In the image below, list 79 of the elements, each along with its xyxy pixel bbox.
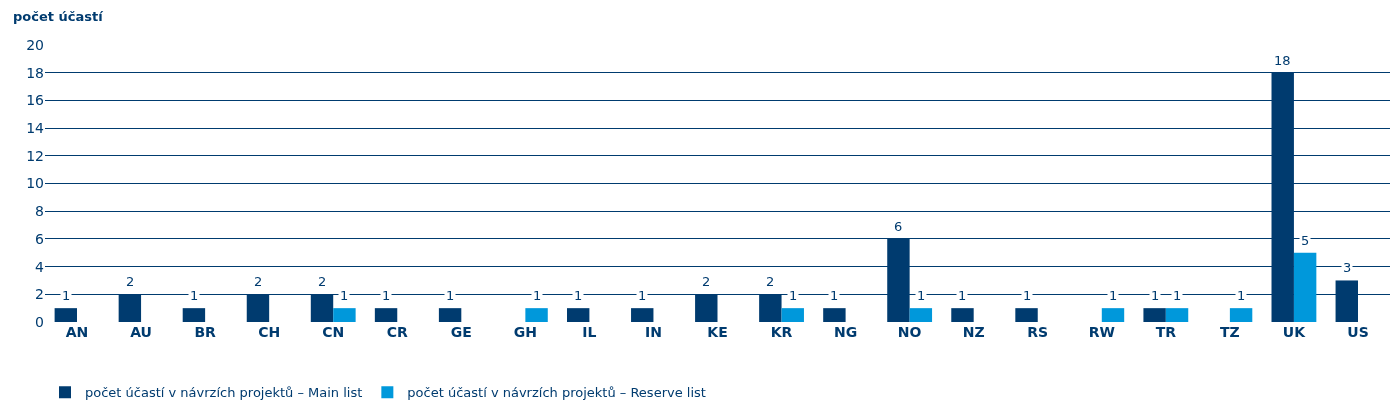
x-tick-label: NG bbox=[833, 324, 858, 340]
bar bbox=[438, 308, 462, 322]
x-tick-label: UK bbox=[1282, 324, 1307, 340]
data-label: 1 bbox=[789, 288, 798, 303]
x-tick-label: RW bbox=[1088, 324, 1115, 340]
x-tick-label: IL bbox=[582, 324, 597, 340]
x-tick-label: CH bbox=[258, 324, 281, 340]
data-label: 1 bbox=[574, 288, 583, 303]
x-tick-label: AN bbox=[65, 324, 89, 340]
x-tick-label: KR bbox=[770, 324, 793, 340]
x-tick-label: IN bbox=[644, 324, 662, 340]
bar bbox=[1101, 308, 1125, 322]
bar bbox=[333, 308, 356, 322]
x-tick-label: KE bbox=[707, 324, 728, 340]
x-tick-label: NZ bbox=[962, 324, 985, 340]
bar bbox=[781, 308, 804, 322]
bar bbox=[823, 308, 846, 322]
x-tick-label: GH bbox=[513, 324, 537, 340]
bar bbox=[1165, 308, 1189, 322]
data-label: 6 bbox=[894, 219, 903, 234]
x-tick-label: CN bbox=[322, 324, 345, 340]
y-axis-title: počet účastí bbox=[13, 9, 105, 24]
x-tick-label: TR bbox=[1155, 324, 1177, 340]
x-tick-label: BR bbox=[194, 324, 217, 340]
data-label: 1 bbox=[446, 288, 455, 303]
bar bbox=[54, 308, 78, 322]
y-tick-label: 18 bbox=[26, 64, 44, 81]
bar bbox=[1143, 308, 1166, 322]
x-tick-label: NO bbox=[897, 324, 922, 340]
y-tick-label: 16 bbox=[26, 92, 45, 109]
bar bbox=[1229, 308, 1253, 322]
data-label: 2 bbox=[126, 274, 135, 289]
bar bbox=[951, 308, 974, 322]
data-label: 1 bbox=[958, 288, 967, 303]
bar bbox=[909, 308, 933, 322]
legend-label: počet účastí v návrzích projektů – Reserve list bbox=[407, 385, 706, 401]
bar bbox=[1293, 252, 1317, 322]
data-label: 18 bbox=[1274, 53, 1291, 68]
data-label: 1 bbox=[62, 288, 71, 303]
data-label: 3 bbox=[1343, 260, 1352, 275]
bar bbox=[182, 308, 206, 322]
x-tick-label: US bbox=[1347, 324, 1369, 340]
bar bbox=[525, 308, 548, 322]
y-tick-label: 20 bbox=[26, 36, 44, 53]
x-tick-label: AU bbox=[130, 324, 152, 340]
data-label: 5 bbox=[1301, 233, 1310, 248]
x-tick-label: GE bbox=[450, 324, 472, 340]
y-tick-label: 10 bbox=[26, 175, 44, 192]
data-label: 2 bbox=[318, 274, 327, 289]
data-label: 1 bbox=[830, 288, 839, 303]
legend-label: počet účastí v návrzích projektů – Main list bbox=[85, 385, 363, 401]
data-label: 1 bbox=[533, 288, 542, 303]
x-tick-label: TZ bbox=[1220, 324, 1240, 340]
data-label: 2 bbox=[254, 274, 263, 289]
y-tick-label: 0 bbox=[35, 313, 44, 330]
bar bbox=[374, 308, 398, 322]
data-label: 1 bbox=[1109, 288, 1118, 303]
bar bbox=[631, 308, 654, 322]
data-label: 1 bbox=[1151, 288, 1160, 303]
y-tick-label: 14 bbox=[26, 120, 45, 136]
data-label: 1 bbox=[1173, 288, 1182, 303]
data-label: 2 bbox=[702, 274, 711, 289]
y-tick-label: 4 bbox=[35, 258, 45, 275]
x-tick-label: CR bbox=[386, 324, 408, 340]
data-label: 1 bbox=[382, 288, 391, 303]
y-tick-label: 2 bbox=[35, 286, 44, 303]
y-tick-label: 8 bbox=[35, 203, 44, 220]
y-tick-label: 6 bbox=[35, 230, 45, 247]
data-label: 1 bbox=[917, 288, 926, 303]
x-tick-label: RS bbox=[1027, 324, 1049, 340]
data-label: 1 bbox=[1023, 288, 1032, 303]
data-label: 1 bbox=[1237, 288, 1246, 303]
y-tick-label: 12 bbox=[26, 147, 44, 164]
bar bbox=[1015, 308, 1038, 322]
data-label: 1 bbox=[638, 288, 647, 303]
data-label: 1 bbox=[340, 288, 349, 303]
data-label: 2 bbox=[766, 274, 775, 289]
data-label: 1 bbox=[190, 288, 199, 303]
bar bbox=[566, 308, 590, 322]
